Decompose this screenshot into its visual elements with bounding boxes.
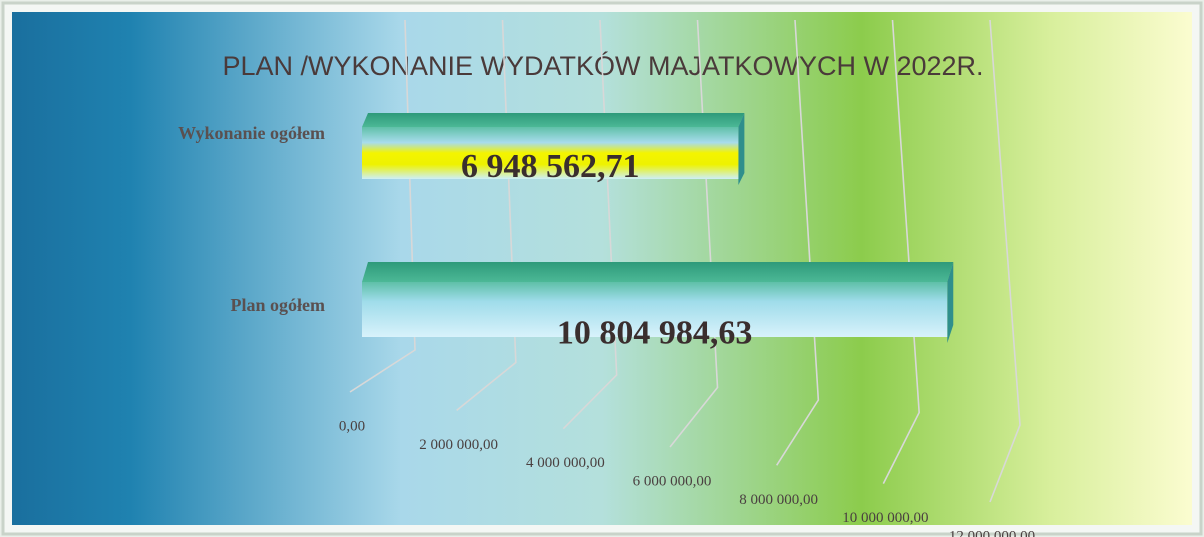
bar — [362, 282, 948, 337]
bar-end — [947, 262, 954, 343]
value-label: 6 948 562,71 — [461, 148, 640, 185]
x-tick-label: 8 000 000,00 — [739, 492, 818, 508]
x-tick-label: 10 000 000,00 — [842, 510, 928, 526]
bar-top — [362, 113, 745, 127]
grid-line — [775, 19, 820, 466]
x-tick-label: 6 000 000,00 — [633, 473, 712, 489]
x-tick-label: 2 000 000,00 — [419, 437, 498, 453]
bar-end — [738, 113, 745, 185]
value-label: 10 804 984,63 — [557, 314, 753, 351]
grid-line — [882, 19, 920, 485]
x-tick-label: 12 000 000,00 — [949, 528, 1035, 537]
x-tick-label: 0,00 — [339, 418, 365, 434]
bar-top — [362, 262, 954, 282]
category-label: Wykonanie ogółem — [178, 123, 325, 143]
bar — [362, 127, 739, 179]
category-label: Plan ogółem — [231, 295, 326, 315]
grid-line — [989, 19, 1021, 503]
x-tick-label: 4 000 000,00 — [526, 455, 605, 471]
